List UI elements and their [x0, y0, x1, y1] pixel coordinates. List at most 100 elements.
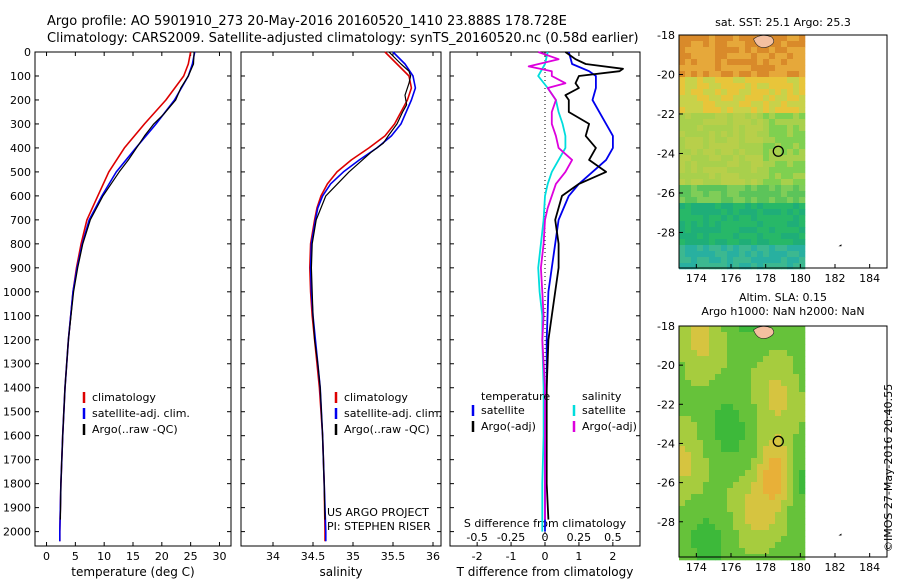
- map-cell: [775, 83, 782, 90]
- lon-tick-label: 178: [755, 561, 776, 574]
- map-cell: [709, 173, 716, 180]
- map-cell: [685, 524, 692, 531]
- map-cell: [745, 59, 752, 66]
- lon-tick-label: 178: [755, 272, 776, 285]
- map-cell: [799, 380, 806, 387]
- map-cell: [709, 77, 716, 84]
- map-cell: [679, 107, 686, 114]
- timestamp-stamp: ©IMOS 27-May-2016 20:40:55: [882, 384, 895, 552]
- map-cell: [763, 107, 770, 114]
- map-cell: [697, 77, 704, 84]
- map-cell: [775, 155, 782, 162]
- map-cell: [793, 404, 800, 411]
- map-cell: [727, 53, 734, 60]
- map-cell: [769, 107, 776, 114]
- map-cell: [679, 191, 686, 198]
- map-cell: [799, 215, 806, 222]
- map-cell: [745, 71, 752, 78]
- map-cell: [703, 179, 710, 186]
- map-cell: [739, 506, 746, 513]
- map-cell: [703, 101, 710, 108]
- map-cell: [739, 446, 746, 453]
- map-cell: [679, 488, 686, 495]
- map-cell: [691, 386, 698, 393]
- map-cell: [793, 173, 800, 180]
- map-cell: [721, 203, 728, 210]
- lat-tick-label: -26: [657, 477, 675, 490]
- map-cell: [757, 464, 764, 471]
- map-cell: [739, 338, 746, 345]
- map-cell: [799, 350, 806, 357]
- map-cell: [799, 35, 806, 42]
- map-cell: [733, 332, 740, 339]
- map-cell: [799, 239, 806, 246]
- map-cell: [793, 257, 800, 264]
- map-cell: [745, 41, 752, 48]
- header-line-1: Argo profile: AO 5901910_273 20-May-2016…: [47, 14, 567, 29]
- map-cell: [679, 452, 686, 459]
- x-tick-label: 34: [266, 550, 280, 563]
- map-cell: [727, 356, 734, 363]
- map-cell: [727, 362, 734, 369]
- map-cell: [715, 428, 722, 435]
- map-cell: [703, 398, 710, 405]
- map-cell: [685, 233, 692, 240]
- map-cell: [775, 506, 782, 513]
- map-cell: [733, 239, 740, 246]
- map-cell: [787, 245, 794, 252]
- map-cell: [769, 143, 776, 150]
- map-cell: [745, 506, 752, 513]
- map-cell: [745, 35, 752, 42]
- map-cell: [775, 215, 782, 222]
- map-cell: [751, 215, 758, 222]
- map-cell: [733, 512, 740, 519]
- map-cell: [685, 257, 692, 264]
- map-cell: [733, 119, 740, 126]
- map-cell: [745, 512, 752, 519]
- map-cell: [715, 59, 722, 66]
- map-cell: [691, 494, 698, 501]
- map-cell: [739, 356, 746, 363]
- map-cell: [793, 155, 800, 162]
- series-line-argo-adj-: [545, 51, 624, 520]
- map-cell: [709, 65, 716, 72]
- map-cell: [727, 239, 734, 246]
- map-cell: [715, 41, 722, 48]
- series-line-satellite-adj-clim-: [309, 51, 417, 542]
- map-cell: [745, 338, 752, 345]
- map-cell: [691, 482, 698, 489]
- map-cell: [769, 71, 776, 78]
- map-cell: [691, 422, 698, 429]
- map-cell: [739, 374, 746, 381]
- map-cell: [763, 440, 770, 447]
- map-cell: [679, 245, 686, 252]
- map-cell: [733, 386, 740, 393]
- map-cell: [691, 65, 698, 72]
- map-cell: [709, 47, 716, 54]
- map-cell: [787, 356, 794, 363]
- map-cell: [763, 512, 770, 519]
- map-cell: [751, 161, 758, 168]
- map-cell: [715, 77, 722, 84]
- map-cell: [733, 47, 740, 54]
- map-cell: [727, 470, 734, 477]
- map-cell: [739, 215, 746, 222]
- map-cell: [685, 422, 692, 429]
- map-cell: [685, 209, 692, 216]
- map-cell: [745, 404, 752, 411]
- map-cell: [733, 380, 740, 387]
- map-cell: [793, 500, 800, 507]
- map-cell: [709, 332, 716, 339]
- map-cell: [799, 125, 806, 132]
- map-cell: [721, 167, 728, 174]
- map-cell: [709, 101, 716, 108]
- map-cell: [697, 173, 704, 180]
- map-cell: [727, 137, 734, 144]
- series-line-satellite-adj-clim-: [58, 51, 196, 542]
- map-cell: [799, 386, 806, 393]
- map-cell: [703, 482, 710, 489]
- map-cell: [733, 179, 740, 186]
- map-cell: [787, 506, 794, 513]
- map-cell: [751, 221, 758, 228]
- map-cell: [793, 77, 800, 84]
